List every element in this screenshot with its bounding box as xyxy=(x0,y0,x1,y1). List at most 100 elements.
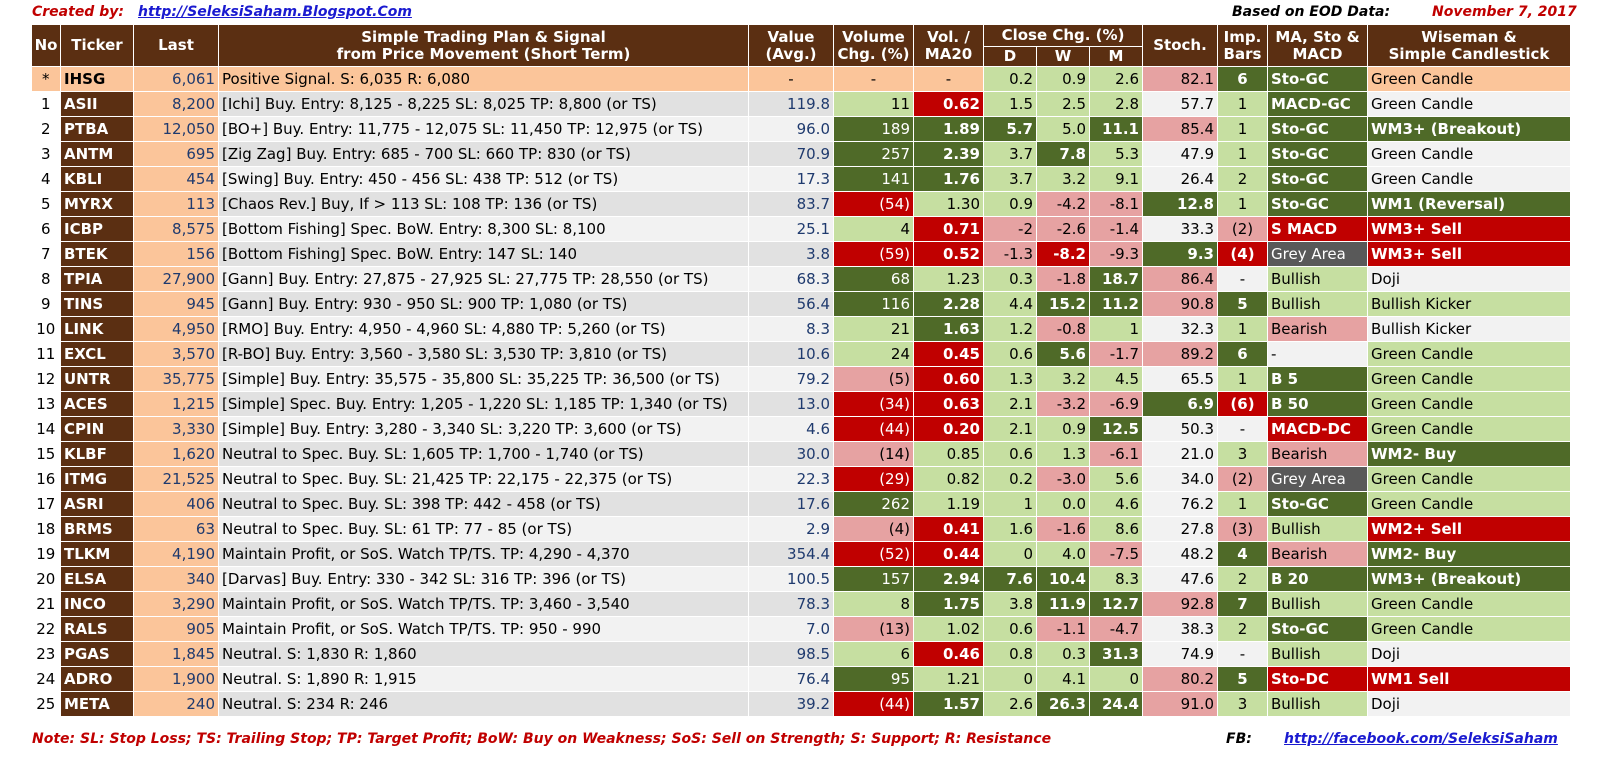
value-avg: 76.4 xyxy=(748,666,834,692)
impulse-bars: (2) xyxy=(1217,216,1268,242)
close-chg-m: 0 xyxy=(1089,666,1143,692)
value-avg: 4.6 xyxy=(748,416,834,442)
last-price: 1,900 xyxy=(133,666,219,692)
close-chg-m: 11.1 xyxy=(1089,116,1143,142)
ticker-cell: ACES xyxy=(60,391,134,417)
stochastic: 85.4 xyxy=(1142,116,1218,142)
col-vol-ma20: Vol. / MA20 xyxy=(913,24,984,67)
last-price: 340 xyxy=(133,566,219,592)
row-number: 11 xyxy=(31,341,61,367)
ma-sto-macd: S MACD xyxy=(1267,216,1368,242)
close-chg-m: -4.7 xyxy=(1089,616,1143,642)
volume-change: (13) xyxy=(833,616,914,642)
volume-change: 6 xyxy=(833,641,914,667)
vol-ma20: 0.44 xyxy=(913,541,984,567)
ma-sto-macd: Sto-GC xyxy=(1267,66,1368,92)
close-chg-w: 0.9 xyxy=(1036,416,1090,442)
close-chg-m: 24.4 xyxy=(1089,691,1143,717)
close-chg-d: 0.2 xyxy=(983,466,1037,492)
volume-change: 24 xyxy=(833,341,914,367)
facebook-link[interactable]: http://facebook.com/SeleksiSaham xyxy=(1284,731,1558,747)
stochastic: 48.2 xyxy=(1142,541,1218,567)
trading-plan: [Darvas] Buy. Entry: 330 - 342 SL: 316 T… xyxy=(218,566,749,592)
wiseman-candle: Green Candle xyxy=(1367,616,1571,642)
top-header: Created by: http://SeleksiSaham.Blogspot… xyxy=(0,0,1600,24)
close-chg-w: 3.2 xyxy=(1036,166,1090,192)
stochastic: 86.4 xyxy=(1142,266,1218,292)
last-price: 12,050 xyxy=(133,116,219,142)
col-volume: Volume Chg. (%) xyxy=(833,24,914,67)
wiseman-candle: Doji xyxy=(1367,641,1571,667)
close-chg-d: 1.2 xyxy=(983,316,1037,342)
wiseman-candle: Green Candle xyxy=(1367,91,1571,117)
last-price: 905 xyxy=(133,616,219,642)
stochastic: 92.8 xyxy=(1142,591,1218,617)
ma-sto-macd: Sto-GC xyxy=(1267,116,1368,142)
stochastic: 12.8 xyxy=(1142,191,1218,217)
col-no: No xyxy=(31,24,61,67)
impulse-bars: 2 xyxy=(1217,166,1268,192)
table-row: 9 TINS 945 [Gann] Buy. Entry: 930 - 950 SL:… xyxy=(31,291,1571,317)
close-chg-m: 31.3 xyxy=(1089,641,1143,667)
ma-sto-macd: Bullish xyxy=(1267,266,1368,292)
row-number: 5 xyxy=(31,191,61,217)
stochastic: 80.2 xyxy=(1142,666,1218,692)
trading-plan: Neutral. S: 234 R: 246 xyxy=(218,691,749,717)
table-row: 4 KBLI 454 [Swing] Buy. Entry: 450 - 456 SL… xyxy=(31,166,1571,192)
ticker-cell: TLKM xyxy=(60,541,134,567)
close-chg-m: 8.6 xyxy=(1089,516,1143,542)
trading-plan-table: No Ticker Last Simple Trading Plan & Sig… xyxy=(31,24,1571,717)
last-price: 240 xyxy=(133,691,219,717)
blog-link[interactable]: http://SeleksiSaham.Blogspot.Com xyxy=(138,4,412,20)
stochastic: 32.3 xyxy=(1142,316,1218,342)
close-chg-w: 0.9 xyxy=(1036,66,1090,92)
wiseman-candle: WM2- Buy xyxy=(1367,541,1571,567)
vol-ma20: 0.46 xyxy=(913,641,984,667)
volume-change: 68 xyxy=(833,266,914,292)
stochastic: 50.3 xyxy=(1142,416,1218,442)
ma-sto-macd: Sto-GC xyxy=(1267,491,1368,517)
table-row: 8 TPIA 27,900 [Gann] Buy. Entry: 27,875 - 2… xyxy=(31,266,1571,292)
vol-ma20: 0.85 xyxy=(913,441,984,467)
impulse-bars: 6 xyxy=(1217,66,1268,92)
close-chg-d: 1.5 xyxy=(983,91,1037,117)
ma-sto-macd: B 20 xyxy=(1267,566,1368,592)
close-chg-m: -6.1 xyxy=(1089,441,1143,467)
ma-sto-macd: MACD-GC xyxy=(1267,91,1368,117)
close-chg-d: 0.6 xyxy=(983,616,1037,642)
trading-plan: [Bottom Fishing] Spec. BoW. Entry: 8,300… xyxy=(218,216,749,242)
close-chg-d: 1 xyxy=(983,491,1037,517)
volume-change: 8 xyxy=(833,591,914,617)
close-chg-d: 2.1 xyxy=(983,416,1037,442)
table-row: 6 ICBP 8,575 [Bottom Fishing] Spec. BoW. En… xyxy=(31,216,1571,242)
impulse-bars: 1 xyxy=(1217,91,1268,117)
ticker-cell: IHSG xyxy=(60,66,134,92)
stochastic: 90.8 xyxy=(1142,291,1218,317)
value-avg: 3.8 xyxy=(748,241,834,267)
close-chg-d: 3.8 xyxy=(983,591,1037,617)
ticker-cell: CPIN xyxy=(60,416,134,442)
table-row: 13 ACES 1,215 [Simple] Spec. Buy. Entry: 1,… xyxy=(31,391,1571,417)
close-chg-d: 3.7 xyxy=(983,166,1037,192)
value-avg: 22.3 xyxy=(748,466,834,492)
ma-sto-macd: MACD-DC xyxy=(1267,416,1368,442)
value-avg: 30.0 xyxy=(748,441,834,467)
ma-sto-macd: B 50 xyxy=(1267,391,1368,417)
close-chg-d: -1.3 xyxy=(983,241,1037,267)
stochastic: 6.9 xyxy=(1142,391,1218,417)
volume-change: 262 xyxy=(833,491,914,517)
last-price: 63 xyxy=(133,516,219,542)
vol-ma20: 2.39 xyxy=(913,141,984,167)
col-ticker: Ticker xyxy=(60,24,134,67)
ticker-cell: ASII xyxy=(60,91,134,117)
ticker-cell: ASRI xyxy=(60,491,134,517)
trading-plan: Neutral to Spec. Buy. SL: 61 TP: 77 - 85… xyxy=(218,516,749,542)
volume-change: - xyxy=(833,66,914,92)
vol-ma20: 0.71 xyxy=(913,216,984,242)
row-number: 17 xyxy=(31,491,61,517)
close-chg-w: -0.8 xyxy=(1036,316,1090,342)
last-price: 113 xyxy=(133,191,219,217)
table-row: 21 INCO 3,290 Maintain Profit, or SoS. Watc… xyxy=(31,591,1571,617)
volume-change: (29) xyxy=(833,466,914,492)
volume-change: (4) xyxy=(833,516,914,542)
